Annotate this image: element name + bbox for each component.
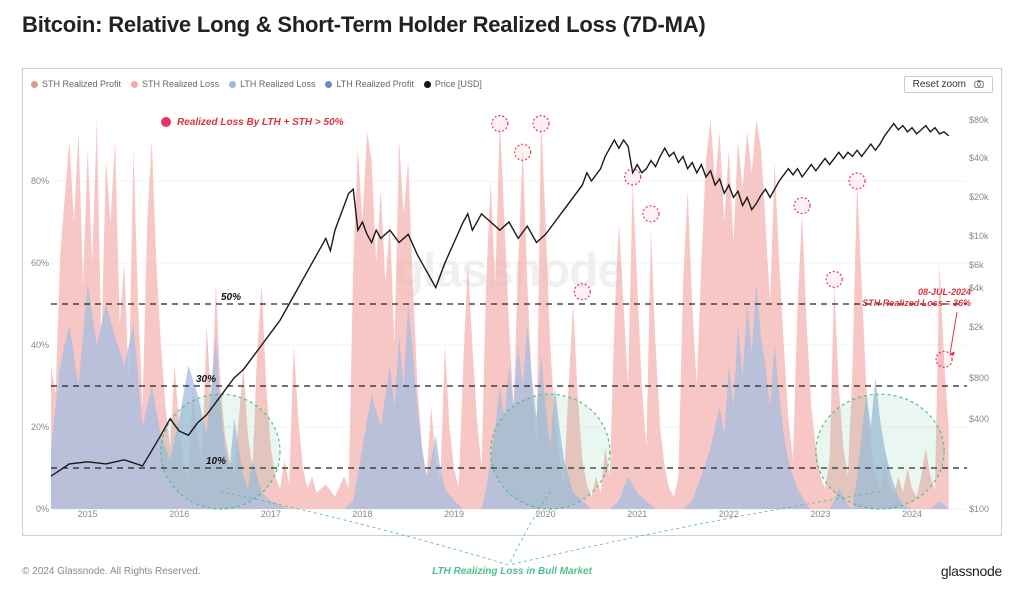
- legend-item[interactable]: STH Realized Profit: [31, 79, 121, 89]
- legend-dot-icon: [424, 81, 431, 88]
- x-axis: 2015 2016 2017 2018 2019 2020 2021 2022 2023 2024: [51, 509, 967, 523]
- camera-icon: [974, 79, 984, 89]
- y-right-tick: $100: [969, 504, 1001, 514]
- x-tick: 2024: [902, 509, 922, 519]
- y-right-tick: $80k: [969, 115, 1001, 125]
- y-left-tick: 60%: [25, 258, 49, 268]
- y-axis-right: $100$400$800$2k$4k$6k$10k$20k$40k$80k: [969, 99, 1001, 509]
- bottom-caption: LTH Realizing Loss in Bull Market: [432, 566, 592, 577]
- marker-circle: [574, 284, 590, 300]
- legend-item[interactable]: LTH Realized Loss: [229, 79, 315, 89]
- x-tick: 2021: [627, 509, 647, 519]
- y-right-tick: $20k: [969, 192, 1001, 202]
- marker-circle: [533, 116, 549, 132]
- x-tick: 2017: [261, 509, 281, 519]
- legend-dot-icon: [31, 81, 38, 88]
- legend-label: LTH Realized Profit: [336, 79, 413, 89]
- y-right-tick: $400: [969, 414, 1001, 424]
- marker-circle: [936, 351, 952, 367]
- legend-dot-icon: [229, 81, 236, 88]
- y-left-tick: 20%: [25, 422, 49, 432]
- marker-circle: [515, 144, 531, 160]
- copyright-text: © 2024 Glassnode. All Rights Reserved.: [22, 566, 201, 577]
- y-axis-left: 0%20%40%60%80%: [25, 99, 49, 509]
- y-right-tick: $4k: [969, 283, 1001, 293]
- brand-logo: glassnode: [941, 563, 1002, 579]
- y-right-tick: $10k: [969, 231, 1001, 241]
- legend-item[interactable]: LTH Realized Profit: [325, 79, 413, 89]
- y-right-tick: $40k: [969, 153, 1001, 163]
- legend-label: Price [USD]: [435, 79, 482, 89]
- legend-items: STH Realized Profit STH Realized Loss LTH …: [31, 79, 482, 89]
- legend-item[interactable]: Price [USD]: [424, 79, 482, 89]
- x-tick: 2016: [169, 509, 189, 519]
- y-right-tick: $6k: [969, 260, 1001, 270]
- x-tick: 2023: [810, 509, 830, 519]
- x-tick: 2022: [719, 509, 739, 519]
- legend-dot-icon: [131, 81, 138, 88]
- annotation-arrow: [950, 312, 957, 353]
- y-left-tick: 80%: [25, 176, 49, 186]
- legend-label: STH Realized Loss: [142, 79, 219, 89]
- legend-item[interactable]: STH Realized Loss: [131, 79, 219, 89]
- reset-zoom-button[interactable]: Reset zoom: [904, 76, 993, 93]
- y-left-tick: 40%: [25, 340, 49, 350]
- legend-bar: STH Realized Profit STH Realized Loss LTH …: [31, 75, 993, 93]
- legend-label: LTH Realized Loss: [240, 79, 315, 89]
- x-tick: 2018: [352, 509, 372, 519]
- marker-circle: [826, 271, 842, 287]
- chart-svg: [51, 99, 967, 509]
- legend-label: STH Realized Profit: [42, 79, 121, 89]
- marker-circle: [849, 173, 865, 189]
- x-tick: 2020: [536, 509, 556, 519]
- footer: © 2024 Glassnode. All Rights Reserved. L…: [22, 563, 1002, 579]
- y-left-tick: 0%: [25, 504, 49, 514]
- marker-circle: [643, 206, 659, 222]
- chart-title: Bitcoin: Relative Long & Short-Term Hold…: [0, 0, 1024, 38]
- legend-dot-icon: [325, 81, 332, 88]
- y-right-tick: $800: [969, 373, 1001, 383]
- marker-circle: [794, 198, 810, 214]
- plot-area: glassnode 0%20%40%60%80% $100$400$800$2k…: [51, 99, 967, 509]
- marker-circle: [625, 169, 641, 185]
- marker-circle: [492, 116, 508, 132]
- y-right-tick: $2k: [969, 322, 1001, 332]
- chart-container: STH Realized Profit STH Realized Loss LTH …: [22, 68, 1002, 536]
- x-tick: 2019: [444, 509, 464, 519]
- reset-zoom-label: Reset zoom: [913, 79, 966, 90]
- x-tick: 2015: [78, 509, 98, 519]
